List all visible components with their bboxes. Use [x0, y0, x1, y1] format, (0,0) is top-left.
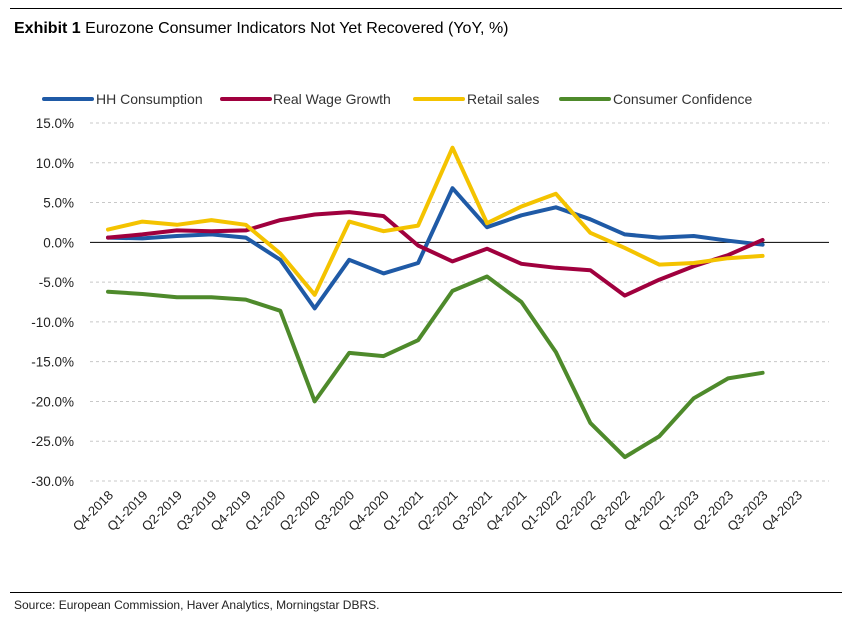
- y-tick-label: 5.0%: [43, 196, 74, 211]
- series-line-hh-consumption: [106, 186, 765, 311]
- series-line-real-wage-growth: [106, 210, 765, 298]
- y-tick-label: -5.0%: [39, 275, 74, 290]
- legend-label: Retail sales: [467, 91, 539, 107]
- series-line-consumer-confidence: [106, 274, 765, 460]
- legend-label: Consumer Confidence: [613, 91, 753, 107]
- y-tick-label: -30.0%: [31, 474, 74, 489]
- y-tick-label: 15.0%: [36, 116, 74, 131]
- series-line-retail-sales: [106, 145, 765, 297]
- y-tick-label: 10.0%: [36, 156, 74, 171]
- top-rule: [10, 8, 842, 9]
- chart-heading: Exhibit 1 Eurozone Consumer Indicators N…: [14, 20, 509, 38]
- y-tick-label: -20.0%: [31, 394, 74, 409]
- y-axis-ticks: 15.0% 10.0% 5.0% 0.0% -5.0% -10.0% -15.0% -20.0…: [31, 116, 74, 489]
- y-tick-label: 0.0%: [43, 235, 74, 250]
- bottom-rule: [10, 592, 842, 593]
- y-tick-label: -25.0%: [31, 434, 74, 449]
- series-lines: [106, 145, 765, 460]
- line-chart: 15.0% 10.0% 5.0% 0.0% -5.0% -10.0% -15.0% -20.0…: [31, 91, 829, 534]
- source-note: Source: European Commission, Haver Analy…: [14, 598, 380, 612]
- exhibit-label: Exhibit 1: [14, 20, 81, 37]
- legend: HH Consumption Real Wage Growth Retail sal…: [42, 91, 753, 107]
- x-axis-ticks: Q4-2018Q1-2019Q2-2019Q3-2019Q4-2019Q1-20…: [70, 488, 805, 534]
- gridlines: [90, 122, 829, 482]
- y-tick-label: -10.0%: [31, 315, 74, 330]
- y-tick-label: -15.0%: [31, 355, 74, 370]
- legend-label: Real Wage Growth: [273, 91, 391, 107]
- legend-label: HH Consumption: [96, 91, 203, 107]
- chart-title: Eurozone Consumer Indicators Not Yet Rec…: [85, 20, 509, 37]
